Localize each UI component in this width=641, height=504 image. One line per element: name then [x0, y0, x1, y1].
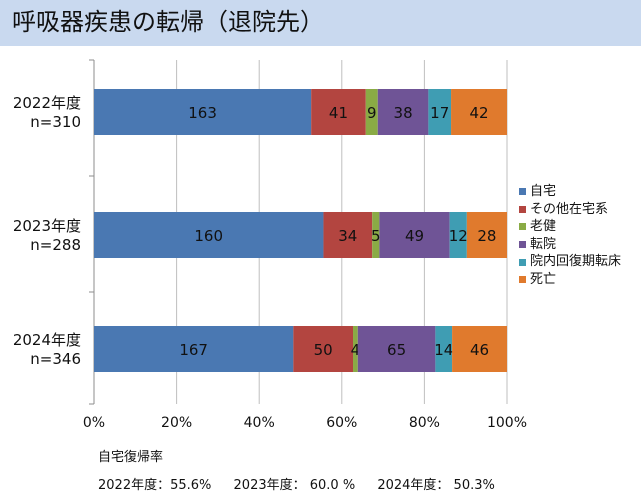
return-home-rates: 2022年度：55.6% 2023年度： 60.0 % 2024年度： 50.3…: [98, 474, 513, 493]
data-label: 4: [351, 341, 361, 359]
x-tick-label: 80%: [409, 415, 440, 431]
title-band: [0, 0, 641, 46]
rate-2024: 2024年度： 50.3%: [377, 478, 495, 493]
bar-segment: [94, 326, 294, 372]
rate-2022: 2022年度：55.6%: [98, 478, 212, 493]
data-label: 65: [387, 341, 406, 359]
data-label: 160: [194, 227, 223, 245]
legend-label: 院内回復期転床: [530, 254, 622, 270]
legend-item: 院内回復期転床: [519, 253, 621, 271]
bar-segment: [353, 326, 358, 372]
category-label: 2022年度: [13, 94, 81, 112]
bar-segment: [94, 89, 312, 135]
bar-segment: [435, 326, 453, 372]
data-label: 42: [469, 104, 488, 122]
x-tick-label: 100%: [487, 415, 527, 431]
data-label: 12: [449, 227, 468, 245]
bar-segment: [377, 89, 429, 135]
category-label: 2023年度: [13, 217, 81, 235]
category-label: n=310: [30, 113, 81, 131]
legend-swatch: [519, 223, 526, 231]
data-label: 163: [188, 104, 217, 122]
bar-segment: [452, 326, 507, 372]
bar-segment: [365, 89, 378, 135]
legend-label: その他在宅系: [530, 201, 609, 217]
legend-swatch: [519, 205, 526, 213]
category-label: 2024年度: [13, 331, 81, 349]
bar-segment: [323, 212, 373, 258]
data-label: 41: [329, 104, 348, 122]
legend-item: その他在宅系: [519, 201, 621, 219]
legend-item: 老健: [519, 218, 621, 236]
rate-2023: 2023年度： 60.0 %: [233, 478, 356, 493]
x-tick-label: 40%: [244, 415, 275, 431]
data-label: 167: [179, 341, 208, 359]
legend-label: 死亡: [530, 271, 557, 287]
page-title: 呼吸器疾患の転帰（退院先）: [12, 8, 324, 36]
bar-segment: [311, 89, 366, 135]
x-tick-label: 0%: [83, 415, 105, 431]
data-label: 46: [470, 341, 489, 359]
data-label: 34: [338, 227, 357, 245]
data-label: 14: [434, 341, 453, 359]
data-label: 5: [371, 227, 381, 245]
legend-item: 転院: [519, 236, 621, 254]
legend-item: 死亡: [519, 271, 621, 289]
bar-segment: [293, 326, 354, 372]
return-home-rate-label: 自宅復帰率: [98, 450, 164, 465]
bar-segment: [94, 212, 324, 258]
legend-item: 自宅: [519, 183, 621, 201]
bar-segment: [357, 326, 436, 372]
category-label: n=288: [30, 236, 81, 254]
bar-segment: [372, 212, 380, 258]
bar-segment: [451, 89, 507, 135]
bar-segment: [428, 89, 452, 135]
data-label: 17: [430, 104, 449, 122]
bar-segment: [449, 212, 467, 258]
category-label: n=346: [30, 350, 81, 368]
chart-legend: 自宅その他在宅系 老健 転院院内回復期転床 死亡: [519, 183, 621, 289]
bar-segment: [379, 212, 450, 258]
data-label: 38: [394, 104, 413, 122]
data-label: 49: [405, 227, 424, 245]
legend-swatch: [519, 258, 526, 266]
x-tick-label: 20%: [161, 415, 192, 431]
data-label: 9: [367, 104, 377, 122]
legend-swatch: [519, 276, 526, 284]
data-label: 28: [477, 227, 496, 245]
legend-label: 自宅: [530, 184, 557, 199]
legend-label: 転院: [530, 236, 557, 252]
legend-swatch: [519, 188, 526, 196]
legend-label: 老健: [530, 219, 557, 235]
data-label: 50: [314, 341, 333, 359]
legend-swatch: [519, 241, 526, 249]
x-tick-label: 60%: [326, 415, 357, 431]
bar-segment: [466, 212, 507, 258]
